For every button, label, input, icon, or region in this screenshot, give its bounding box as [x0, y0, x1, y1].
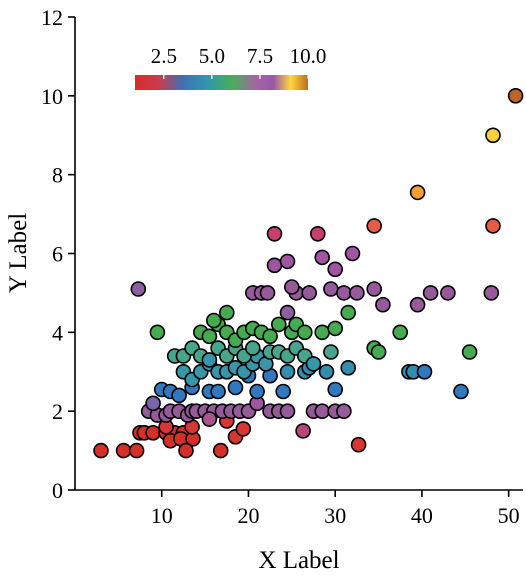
scatter-point — [366, 218, 383, 234]
x-tick-label: 10 — [151, 503, 173, 528]
scatter-point — [296, 324, 313, 341]
scatter-point — [219, 304, 235, 321]
scatter-point — [115, 442, 132, 459]
colorbar-tick-label: 10.0 — [290, 44, 327, 68]
scatter-point — [314, 249, 331, 266]
scatter-point — [295, 423, 311, 439]
scatter-point — [227, 379, 244, 396]
scatter-point — [206, 312, 222, 329]
scatter-point — [323, 344, 339, 360]
scatter-point — [201, 352, 218, 368]
scatter-point — [422, 285, 439, 301]
scatter-point — [130, 281, 147, 297]
scatter-point — [171, 387, 187, 404]
scatter-point — [327, 320, 344, 337]
scatter-point — [266, 226, 283, 242]
scatter-point — [392, 324, 409, 341]
scatter-point — [283, 279, 300, 295]
scatter-point — [279, 363, 296, 380]
scatter-point — [483, 285, 500, 301]
x-tick-label: 20 — [237, 503, 259, 528]
scatter-point — [201, 328, 218, 345]
scatter-point — [309, 226, 326, 242]
scatter-point — [344, 245, 361, 262]
scatter-point — [235, 421, 252, 437]
scatter-point — [507, 88, 524, 104]
colorbar: 2.5 5.0 7.5 10.0 — [135, 44, 326, 90]
y-axis-label: Y Label — [5, 213, 32, 293]
scatter-point — [336, 403, 352, 420]
x-tick-label: 50 — [498, 503, 520, 528]
x-tick-label: 40 — [411, 503, 433, 528]
scatter-point — [305, 356, 322, 372]
scatter-point — [201, 411, 218, 427]
colorbar-gradient — [135, 75, 308, 90]
scatter-points — [93, 88, 524, 459]
scatter-point — [249, 383, 265, 400]
colorbar-tick-label: 7.5 — [247, 44, 273, 68]
scatter-point — [212, 442, 229, 459]
scatter-point — [366, 281, 383, 297]
scatter-point — [485, 218, 501, 234]
scatter-point — [375, 296, 391, 313]
scatter-point — [409, 296, 426, 313]
scatter-point — [149, 324, 166, 341]
scatter-point — [461, 344, 478, 360]
colorbar-tick-label: 2.5 — [151, 44, 177, 68]
scatter-point — [409, 184, 426, 201]
scatter-point — [349, 285, 365, 301]
y-tick-label: 0 — [52, 478, 63, 503]
y-tick-label: 12 — [41, 5, 63, 30]
scatter-point — [178, 442, 194, 459]
x-ticks: 10 20 30 40 50 — [151, 490, 520, 528]
y-ticks: 0 2 4 6 8 10 12 — [41, 5, 75, 503]
scatter-point — [128, 442, 145, 459]
scatter-point — [327, 261, 344, 278]
scatter-point — [270, 316, 287, 333]
scatter-point — [340, 304, 357, 321]
scatter-point — [314, 324, 331, 341]
y-tick-label: 6 — [52, 242, 63, 267]
colorbar-tick-label: 5.0 — [199, 44, 225, 68]
scatter-point — [93, 442, 109, 459]
scatter-point — [262, 328, 278, 345]
scatter-point — [145, 424, 161, 441]
scatter-point — [416, 363, 433, 380]
y-tick-label: 4 — [52, 320, 63, 345]
scatter-point — [259, 285, 276, 301]
scatter-point — [279, 304, 296, 321]
scatter-point — [327, 381, 344, 398]
scatter-point — [340, 359, 357, 376]
scatter-point — [301, 285, 318, 301]
y-tick-label: 8 — [52, 163, 63, 188]
scatter-point — [323, 281, 339, 297]
scatter-point — [440, 285, 456, 301]
y-tick-label: 10 — [41, 84, 63, 109]
scatter-point — [210, 383, 226, 400]
scatter-point — [336, 285, 352, 301]
x-tick-label: 30 — [324, 503, 346, 528]
x-axis-label: X Label — [258, 547, 339, 574]
scatter-point — [314, 403, 331, 420]
scatter-point — [279, 403, 296, 420]
scatter-point — [453, 383, 469, 400]
scatter-point — [370, 344, 387, 360]
scatter-point — [485, 127, 501, 144]
scatter-point — [245, 340, 261, 356]
scatter-point — [145, 395, 161, 412]
scatter-point — [266, 257, 283, 274]
scatter-point — [318, 363, 335, 380]
scatter-point — [279, 253, 296, 270]
scatter-point — [275, 383, 292, 400]
y-tick-label: 2 — [52, 399, 63, 424]
scatter-point — [350, 436, 367, 453]
